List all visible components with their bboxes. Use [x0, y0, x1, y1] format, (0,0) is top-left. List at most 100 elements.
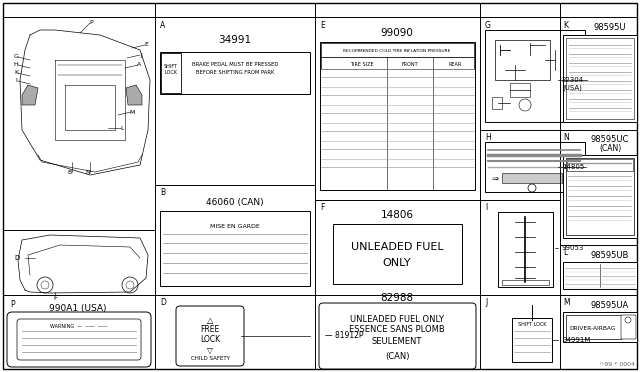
- Text: 98595UC: 98595UC: [591, 135, 629, 144]
- Text: L: L: [563, 248, 567, 257]
- Text: 34991M: 34991M: [562, 337, 590, 343]
- Text: 14805: 14805: [562, 164, 584, 170]
- Bar: [160, 52, 310, 94]
- Text: UNLEADED FUEL ONLY: UNLEADED FUEL ONLY: [350, 314, 444, 324]
- FancyBboxPatch shape: [176, 306, 244, 366]
- Bar: [502, 280, 549, 285]
- Bar: [563, 35, 637, 122]
- Text: 99053: 99053: [562, 245, 584, 251]
- Text: E: E: [144, 42, 148, 48]
- Bar: [160, 211, 310, 286]
- Text: CHILD SAFETY: CHILD SAFETY: [191, 356, 229, 362]
- Bar: [512, 318, 552, 362]
- Text: BRAKE PEDAL MUST BE PRESSED: BRAKE PEDAL MUST BE PRESSED: [192, 61, 278, 67]
- Text: ^99 * 0004: ^99 * 0004: [599, 362, 635, 367]
- Polygon shape: [22, 85, 38, 105]
- Text: A: A: [160, 21, 165, 30]
- Bar: [495, 40, 550, 80]
- Text: BEFORE SHIFTING FROM PARK: BEFORE SHIFTING FROM PARK: [196, 71, 274, 76]
- Text: ONLY: ONLY: [383, 258, 412, 268]
- Text: 14806: 14806: [381, 210, 413, 220]
- Text: — 81912P: — 81912P: [325, 331, 364, 340]
- Bar: [563, 262, 637, 289]
- Text: 99090: 99090: [381, 28, 413, 38]
- Text: REAR: REAR: [449, 61, 461, 67]
- Text: M: M: [129, 109, 134, 115]
- Text: B: B: [68, 170, 72, 174]
- Text: P: P: [89, 20, 93, 26]
- Text: 98595UA: 98595UA: [591, 301, 629, 310]
- Text: SEULEMENT: SEULEMENT: [372, 337, 422, 346]
- Text: MISE EN GARDE: MISE EN GARDE: [210, 224, 260, 228]
- Bar: [492, 97, 502, 109]
- Text: I: I: [485, 203, 487, 212]
- Text: A: A: [137, 62, 141, 67]
- Bar: [563, 312, 637, 342]
- Text: H: H: [485, 133, 491, 142]
- FancyBboxPatch shape: [319, 303, 476, 369]
- Text: TIRE SIZE: TIRE SIZE: [350, 61, 374, 67]
- Text: ⇒: ⇒: [492, 173, 499, 183]
- Text: I: I: [15, 78, 17, 83]
- Text: F: F: [320, 203, 324, 212]
- Text: D: D: [160, 298, 166, 307]
- Text: N: N: [86, 170, 90, 174]
- Text: K: K: [14, 71, 18, 76]
- Bar: [563, 155, 637, 238]
- Text: FREE: FREE: [200, 326, 220, 334]
- Text: △: △: [207, 315, 213, 324]
- Text: SHIFT LOCK: SHIFT LOCK: [518, 323, 547, 327]
- Bar: [566, 158, 634, 235]
- Text: B: B: [160, 188, 165, 197]
- FancyBboxPatch shape: [621, 315, 636, 339]
- Text: G: G: [485, 21, 491, 30]
- Bar: [320, 42, 475, 190]
- Text: DRIVER-AIRBAG: DRIVER-AIRBAG: [570, 326, 616, 330]
- Text: 990A1 (USA): 990A1 (USA): [49, 304, 107, 312]
- Bar: [567, 159, 633, 171]
- Text: 22304: 22304: [562, 77, 584, 83]
- Bar: [321, 43, 474, 57]
- Text: 98595UB: 98595UB: [591, 250, 629, 260]
- Text: D: D: [15, 255, 20, 261]
- Bar: [485, 30, 585, 122]
- Text: FRONT: FRONT: [402, 61, 419, 67]
- Text: N: N: [563, 133, 569, 142]
- Bar: [510, 83, 530, 97]
- Text: 82988: 82988: [380, 293, 413, 303]
- Bar: [333, 224, 462, 284]
- Text: M: M: [563, 298, 570, 307]
- Text: LOCK: LOCK: [164, 71, 177, 76]
- Text: (CAN): (CAN): [385, 353, 409, 362]
- Text: UNLEADED FUEL: UNLEADED FUEL: [351, 242, 444, 252]
- Text: (CAN): (CAN): [599, 144, 621, 154]
- Bar: [498, 212, 553, 287]
- Text: 98595U: 98595U: [594, 22, 627, 32]
- Bar: [161, 53, 181, 93]
- Text: RECOMMENDED COLD TIRE INFLATION PRESSURE: RECOMMENDED COLD TIRE INFLATION PRESSURE: [343, 49, 451, 53]
- Text: ▽: ▽: [207, 346, 213, 355]
- Bar: [485, 142, 585, 192]
- Bar: [566, 38, 634, 119]
- Text: J: J: [140, 52, 142, 58]
- Text: (USA): (USA): [562, 85, 582, 91]
- Text: F: F: [53, 295, 57, 301]
- Text: WARNING  —  ——  ——: WARNING — —— ——: [51, 324, 108, 328]
- Bar: [566, 315, 621, 339]
- Text: LOCK: LOCK: [200, 336, 220, 344]
- Text: E: E: [320, 21, 324, 30]
- Text: ESSENCE SANS PLOMB: ESSENCE SANS PLOMB: [349, 326, 445, 334]
- Bar: [321, 57, 474, 69]
- Text: 46060 (CAN): 46060 (CAN): [206, 199, 264, 208]
- Text: SHIFT: SHIFT: [164, 64, 178, 68]
- FancyBboxPatch shape: [17, 319, 141, 360]
- Text: H: H: [13, 62, 19, 67]
- Text: J: J: [485, 298, 487, 307]
- Text: G: G: [13, 55, 19, 60]
- Bar: [502, 173, 562, 183]
- Text: P: P: [10, 300, 15, 309]
- Text: L: L: [120, 125, 124, 131]
- Text: 34991: 34991: [218, 35, 252, 45]
- Polygon shape: [126, 85, 142, 105]
- FancyBboxPatch shape: [7, 312, 151, 367]
